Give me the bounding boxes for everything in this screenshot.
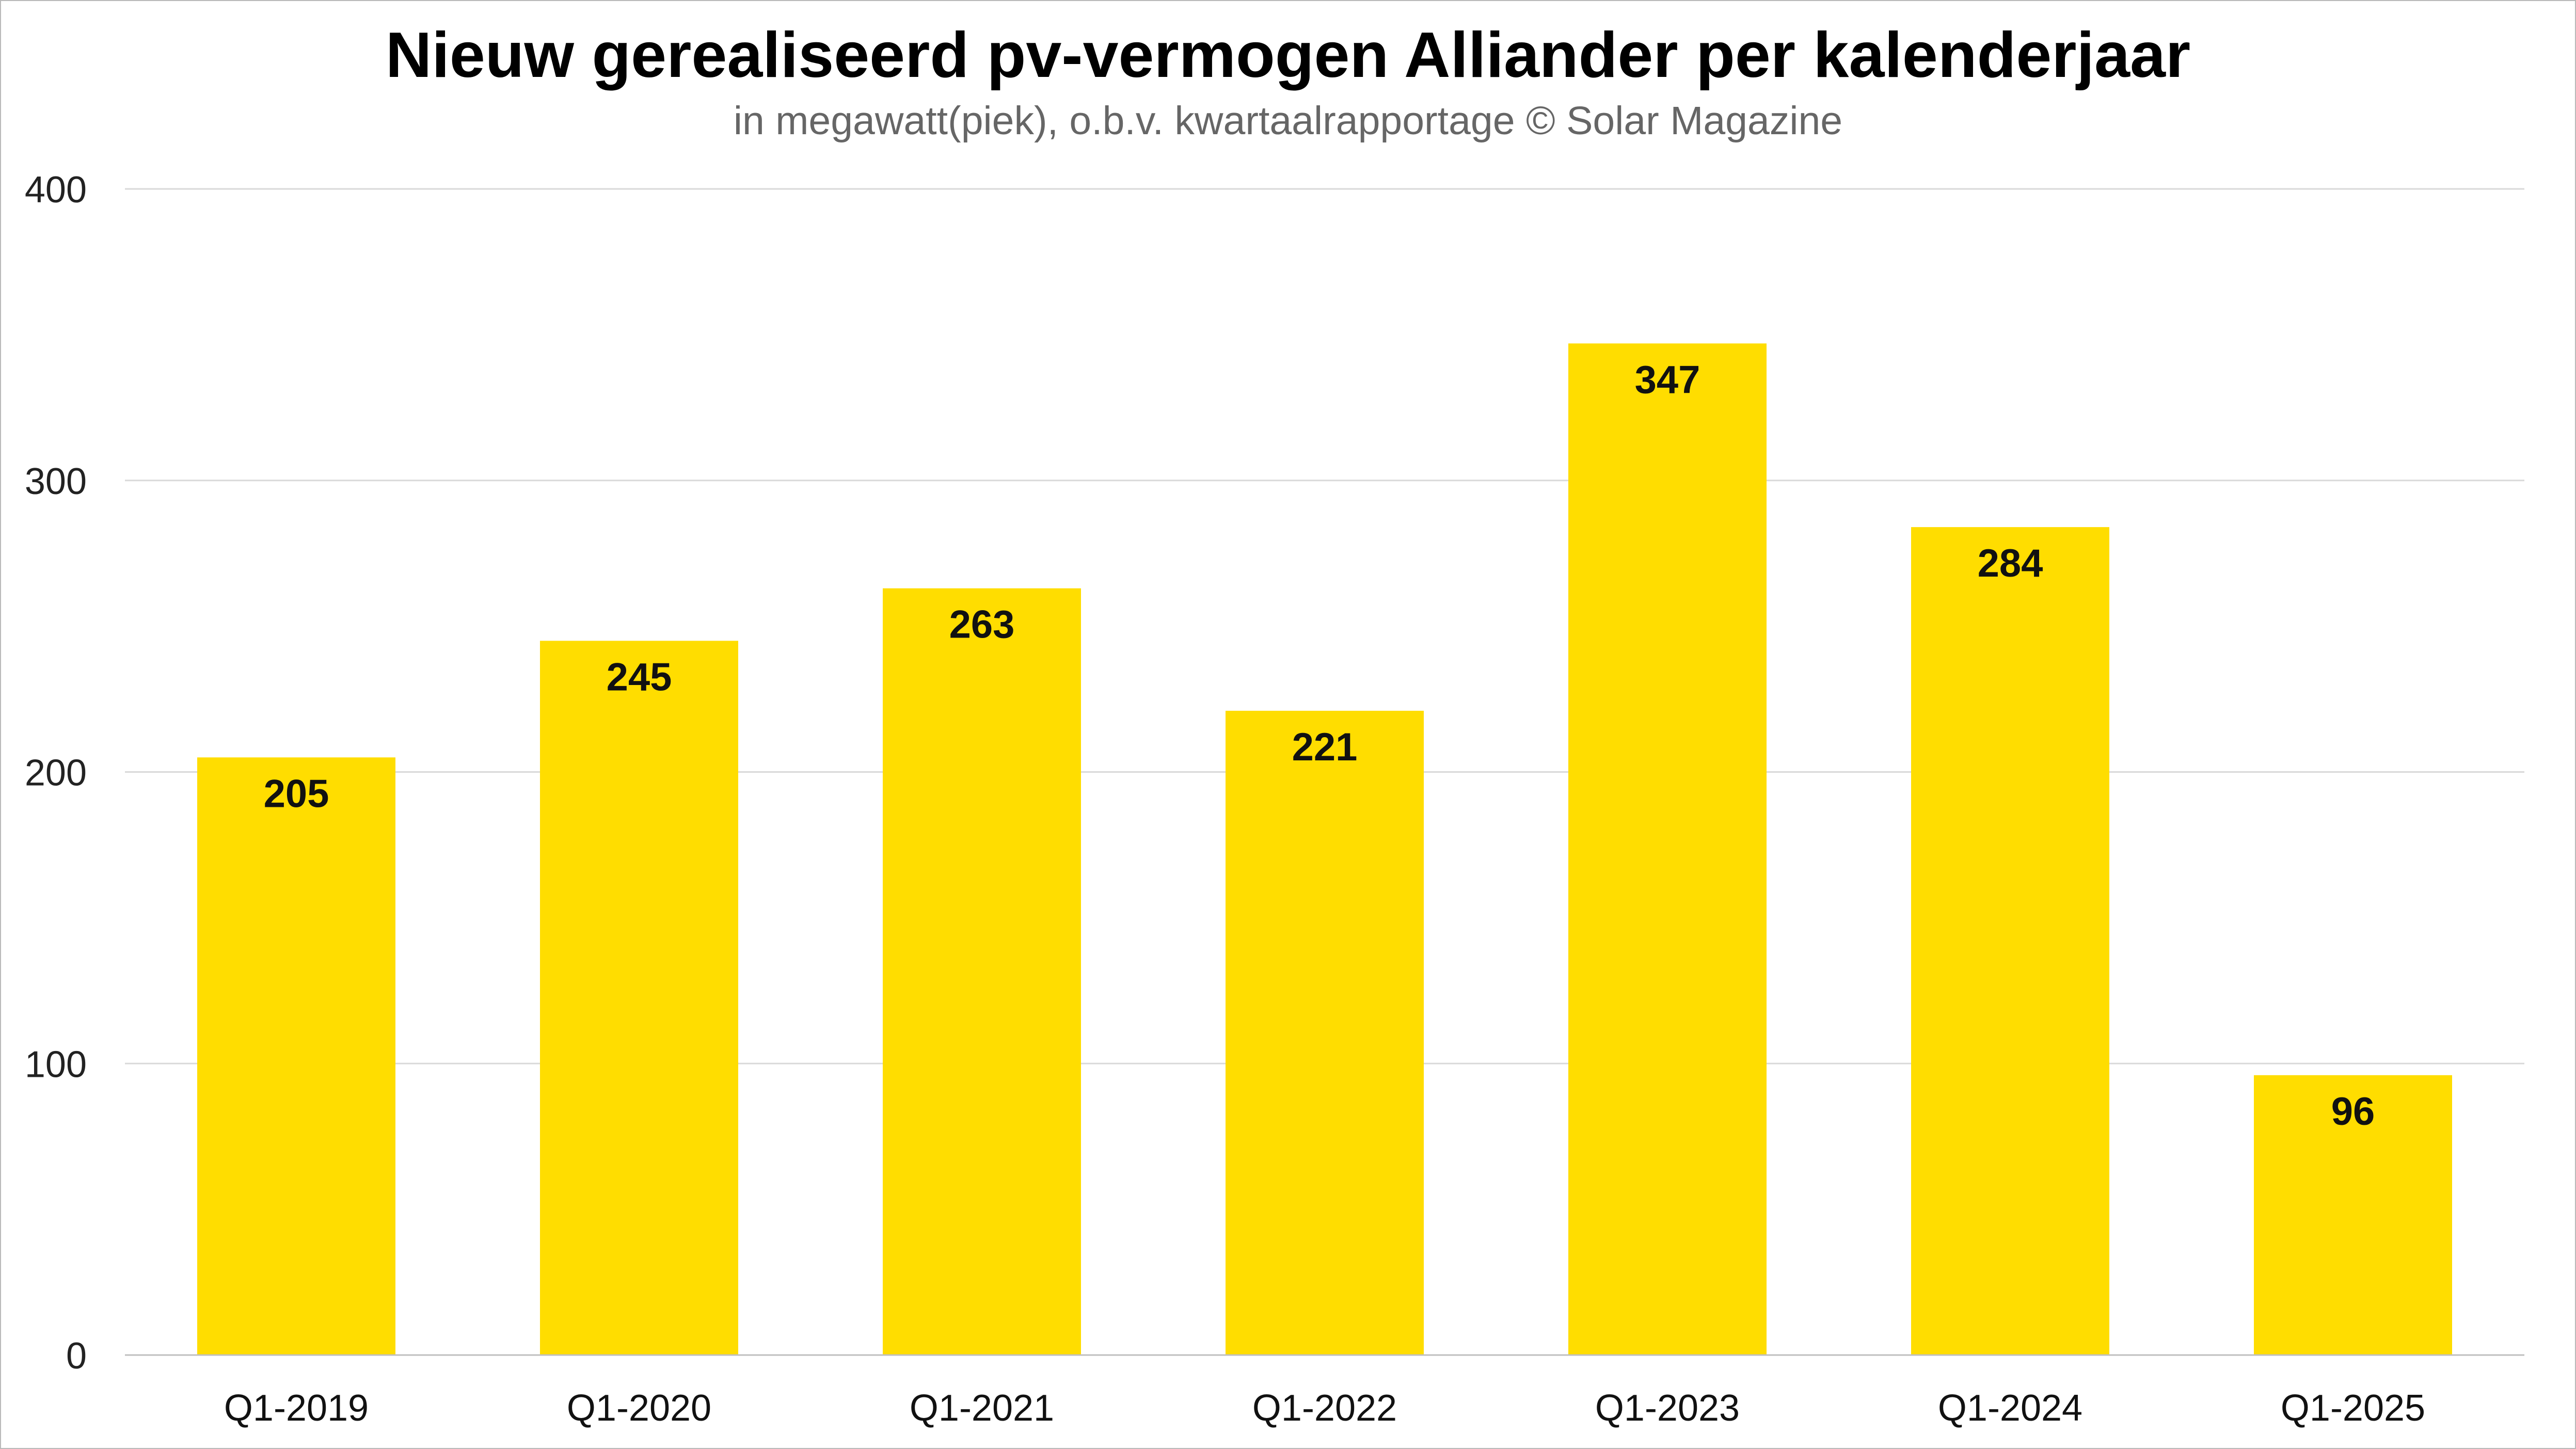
bar-value-label: 347 [1635, 358, 1700, 402]
bar-value-label: 245 [607, 655, 672, 699]
x-tick-label: Q1-2023 [1595, 1388, 1740, 1429]
bar [197, 757, 395, 1355]
y-tick-label: 100 [25, 1044, 87, 1085]
y-tick-label: 300 [25, 461, 87, 502]
bar [1911, 527, 2109, 1355]
bar-value-label: 96 [2331, 1090, 2375, 1134]
bar-value-label: 284 [1978, 542, 2043, 585]
bar [540, 641, 738, 1355]
bar [883, 588, 1081, 1355]
x-tick-label: Q1-2021 [910, 1388, 1054, 1429]
x-tick-label: Q1-2019 [224, 1388, 369, 1429]
y-tick-label: 0 [66, 1335, 87, 1377]
chart-subtitle: in megawatt(piek), o.b.v. kwartaalrappor… [733, 99, 1843, 143]
x-tick-label: Q1-2022 [1252, 1388, 1397, 1429]
bar [2254, 1075, 2452, 1355]
bar-value-label: 221 [1292, 725, 1358, 769]
x-tick-label: Q1-2020 [567, 1388, 711, 1429]
y-tick-label: 200 [25, 753, 87, 794]
chart-title: Nieuw gerealiseerd pv-vermogen Alliander… [385, 20, 2191, 91]
x-tick-label: Q1-2025 [2281, 1388, 2425, 1429]
bar-value-label: 205 [264, 772, 329, 816]
bar [1226, 710, 1424, 1355]
x-tick-label: Q1-2024 [1938, 1388, 2082, 1429]
y-tick-label: 400 [25, 169, 87, 211]
bar [1568, 343, 1767, 1355]
bar-value-label: 263 [949, 603, 1015, 647]
